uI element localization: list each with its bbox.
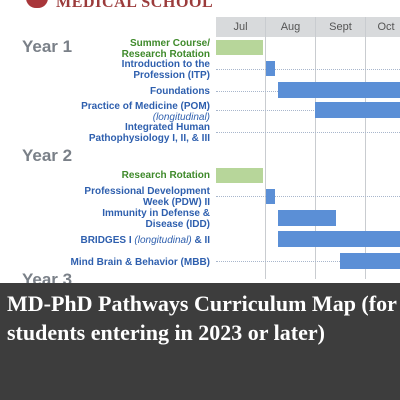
course-label-line: Mind Brain & Behavior (MBB): [70, 257, 210, 268]
school-shield-logo: [26, 0, 48, 8]
school-name: MEDICAL SCHOOL: [56, 0, 214, 11]
year-1-heading: Year 1: [22, 37, 73, 56]
course-label-mbb: Mind Brain & Behavior (MBB): [71, 257, 210, 268]
course-label-line: Professional Development: [84, 186, 210, 197]
row-guide: [216, 110, 400, 111]
course-label-line: (longitudinal): [152, 112, 210, 123]
course-label-line: Summer Course/: [129, 38, 210, 49]
course-label-bridges: BRIDGES I (longitudinal) & II: [80, 235, 210, 246]
course-bar: [278, 210, 336, 226]
month-divider: [265, 17, 266, 279]
course-label-part: & II: [194, 235, 210, 246]
course-bar: [266, 61, 275, 76]
course-bar: [266, 189, 275, 204]
course-bar: [278, 231, 400, 247]
course-label-line: Profession (ITP): [133, 70, 210, 81]
course-label-foundations: Foundations: [150, 86, 210, 97]
caption-title: MD-PhD Pathways Curriculum Map (for stud…: [7, 291, 397, 345]
course-label-line: Integrated Human: [124, 122, 210, 133]
row-guide: [216, 196, 400, 197]
course-label-part: (longitudinal): [134, 235, 192, 246]
research-bar: [216, 40, 263, 55]
course-label-itp: Introduction to the Profession (ITP): [122, 59, 210, 81]
course-bar: [315, 102, 400, 118]
course-label-idd: Immunity in Defense & Disease (IDD): [102, 208, 210, 230]
course-label-pdw: Professional Development Week (PDW) II: [84, 186, 210, 208]
course-label-line: Immunity in Defense &: [102, 208, 210, 219]
course-label-part: BRIDGES I: [80, 235, 132, 246]
course-label-line: Week (PDW) II: [142, 197, 210, 208]
year-2-heading: Year 2: [22, 146, 73, 165]
course-bar: [340, 253, 400, 269]
course-label-research-rotation: Research Rotation: [122, 170, 210, 181]
row-guide: [216, 69, 400, 70]
course-label-summer: Summer Course/ Research Rotation: [122, 38, 210, 60]
month-header-aug: Aug: [266, 17, 315, 37]
course-label-line: Research Rotation: [121, 170, 210, 181]
row-guide: [216, 261, 400, 262]
course-label-line: Foundations: [150, 86, 210, 97]
course-label-line: Introduction to the: [121, 59, 210, 70]
month-header-jul: Jul: [216, 17, 265, 37]
row-guide: [216, 132, 400, 133]
course-label-line: Research Rotation: [121, 49, 210, 60]
course-label-ihp: Integrated Human Pathophysiology I, II, …: [89, 122, 210, 144]
course-label-pom: Practice of Medicine (POM) (longitudinal…: [81, 101, 210, 123]
month-divider: [365, 17, 366, 279]
month-divider: [315, 17, 316, 279]
month-header-oct: Oct: [366, 17, 400, 37]
caption-overlay: [0, 283, 400, 400]
month-header-sept: Sept: [316, 17, 365, 37]
course-label-line: Pathophysiology I, II, & III: [88, 133, 210, 144]
research-bar: [216, 168, 263, 183]
course-label-line: Disease (IDD): [145, 219, 210, 230]
course-bar: [278, 82, 400, 98]
course-label-line: Practice of Medicine (POM): [81, 101, 210, 112]
